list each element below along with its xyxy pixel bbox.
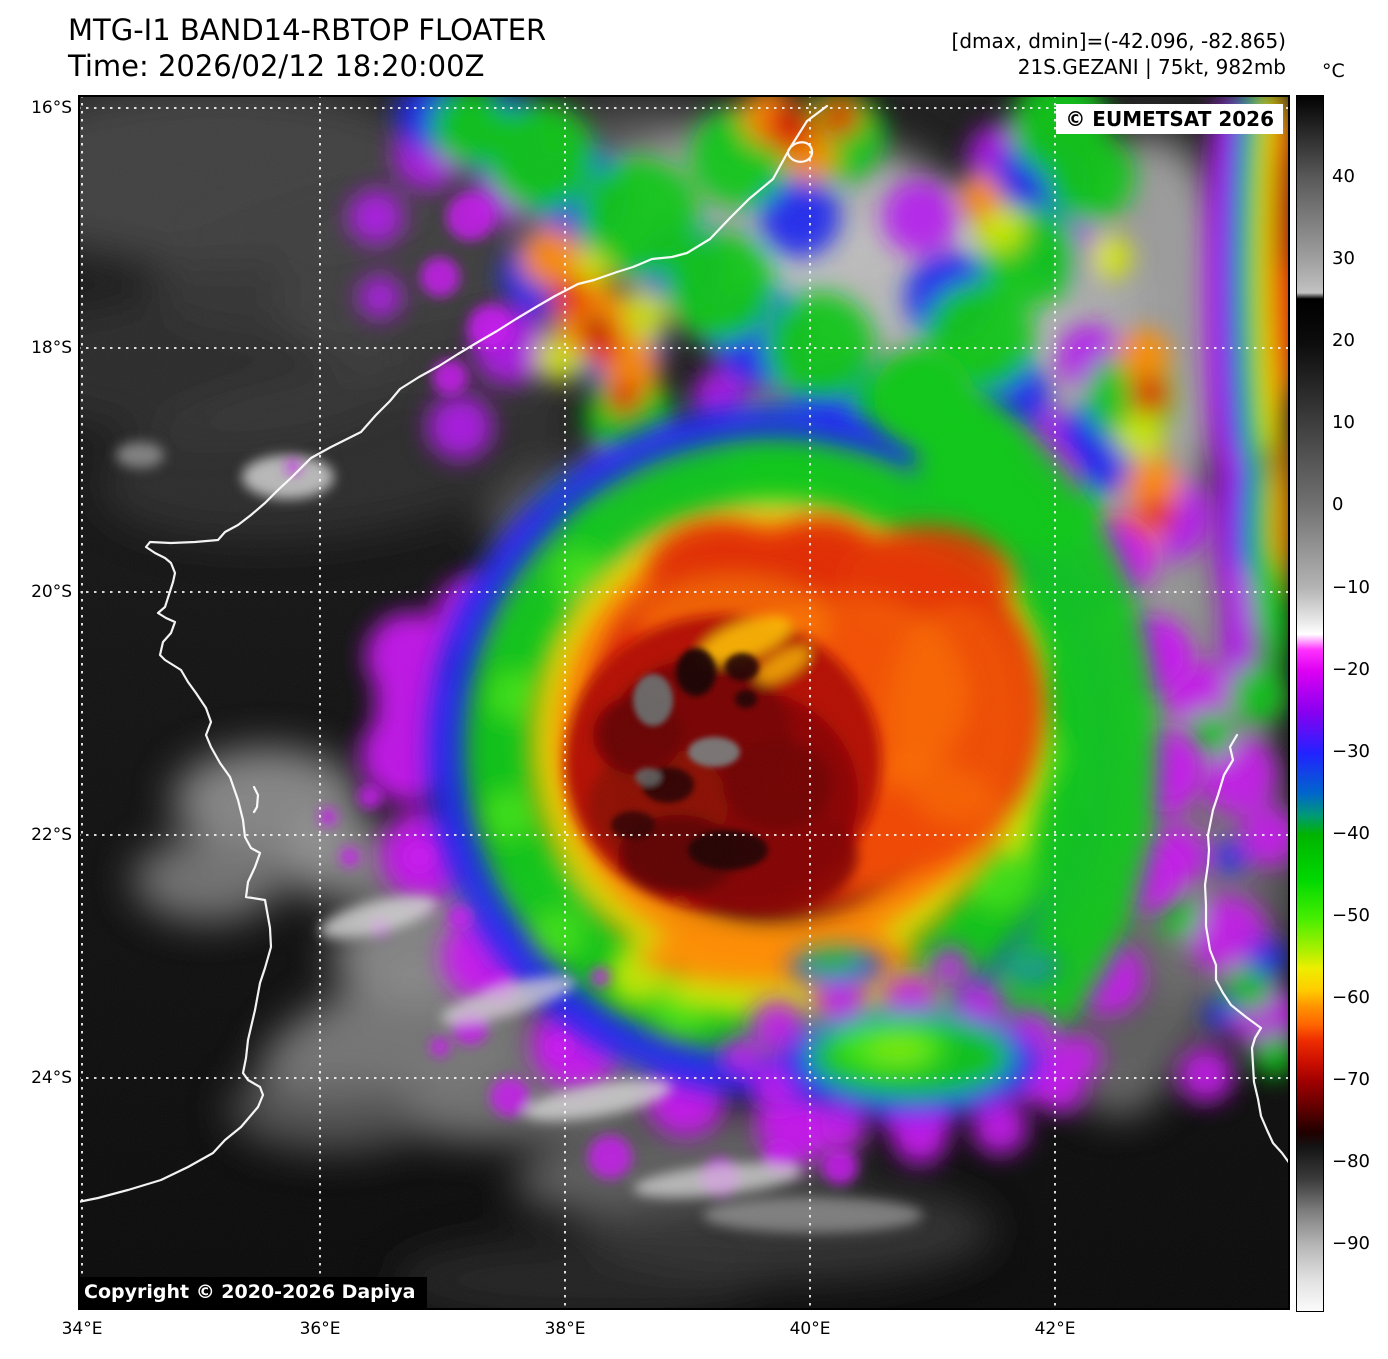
eumetsat-badge: © EUMETSAT 2026 [1056,104,1283,134]
page-title: MTG-I1 BAND14-RBTOP FLOATER [68,13,547,47]
colorbar-tick: 0 [1332,494,1344,515]
coastal-lagoon-loop [786,141,814,163]
colorbar-tick: −90 [1332,1233,1370,1254]
time-label: Time: 2026/02/12 18:20:00Z [68,49,485,83]
lon-label-38e: 38°E [544,1319,586,1339]
lon-label-34e: 34°E [61,1319,103,1339]
coastal-island [252,785,260,814]
satellite-image [78,95,1290,1310]
map-border [78,95,1290,1310]
lat-label-18s: 18°S [31,338,72,358]
colorbar-tick: −20 [1332,659,1370,680]
colorbar-tick: 40 [1332,166,1355,187]
colorbar-tick: −10 [1332,577,1370,598]
dmax-dmin-label: [dmax, dmin]=(-42.096, -82.865) [951,29,1286,53]
colorbar-tick: −60 [1332,987,1370,1008]
colorbar-tick: −70 [1332,1069,1370,1090]
lon-label-36e: 36°E [299,1319,341,1339]
temperature-colorbar [1296,95,1324,1312]
storm-info-label: 21S.GEZANI | 75kt, 982mb [1017,55,1286,79]
lat-label-16s: 16°S [31,98,72,118]
colorbar-unit-label: °C [1322,60,1345,82]
lat-label-22s: 22°S [31,825,72,845]
coastline-madagascar [1203,733,1290,1166]
header-annotations: [dmax, dmin]=(-42.096, -82.865) 21S.GEZA… [952,28,1286,80]
colorbar-tick: −80 [1332,1151,1370,1172]
lat-label-20s: 20°S [31,582,72,602]
satellite-map: © EUMETSAT 2026 Copyright © 2020-2026 Da… [78,95,1290,1310]
lat-label-24s: 24°S [31,1068,72,1088]
colorbar-tick: 20 [1332,330,1355,351]
title-block: MTG-I1 BAND14-RBTOP FLOATER Time: 2026/0… [68,12,546,84]
colorbar-tick: −40 [1332,823,1370,844]
coastline-africa [78,104,829,1204]
colorbar-tick: 10 [1332,412,1355,433]
lon-label-40e: 40°E [789,1319,831,1339]
image-noise-texture [78,95,1290,1310]
colorbar-tick: −30 [1332,741,1370,762]
copyright-badge: Copyright © 2020-2026 Dapiya [78,1277,428,1308]
lon-label-42e: 42°E [1034,1319,1076,1339]
colorbar-tick: −50 [1332,905,1370,926]
colorbar-tick: 30 [1332,248,1355,269]
